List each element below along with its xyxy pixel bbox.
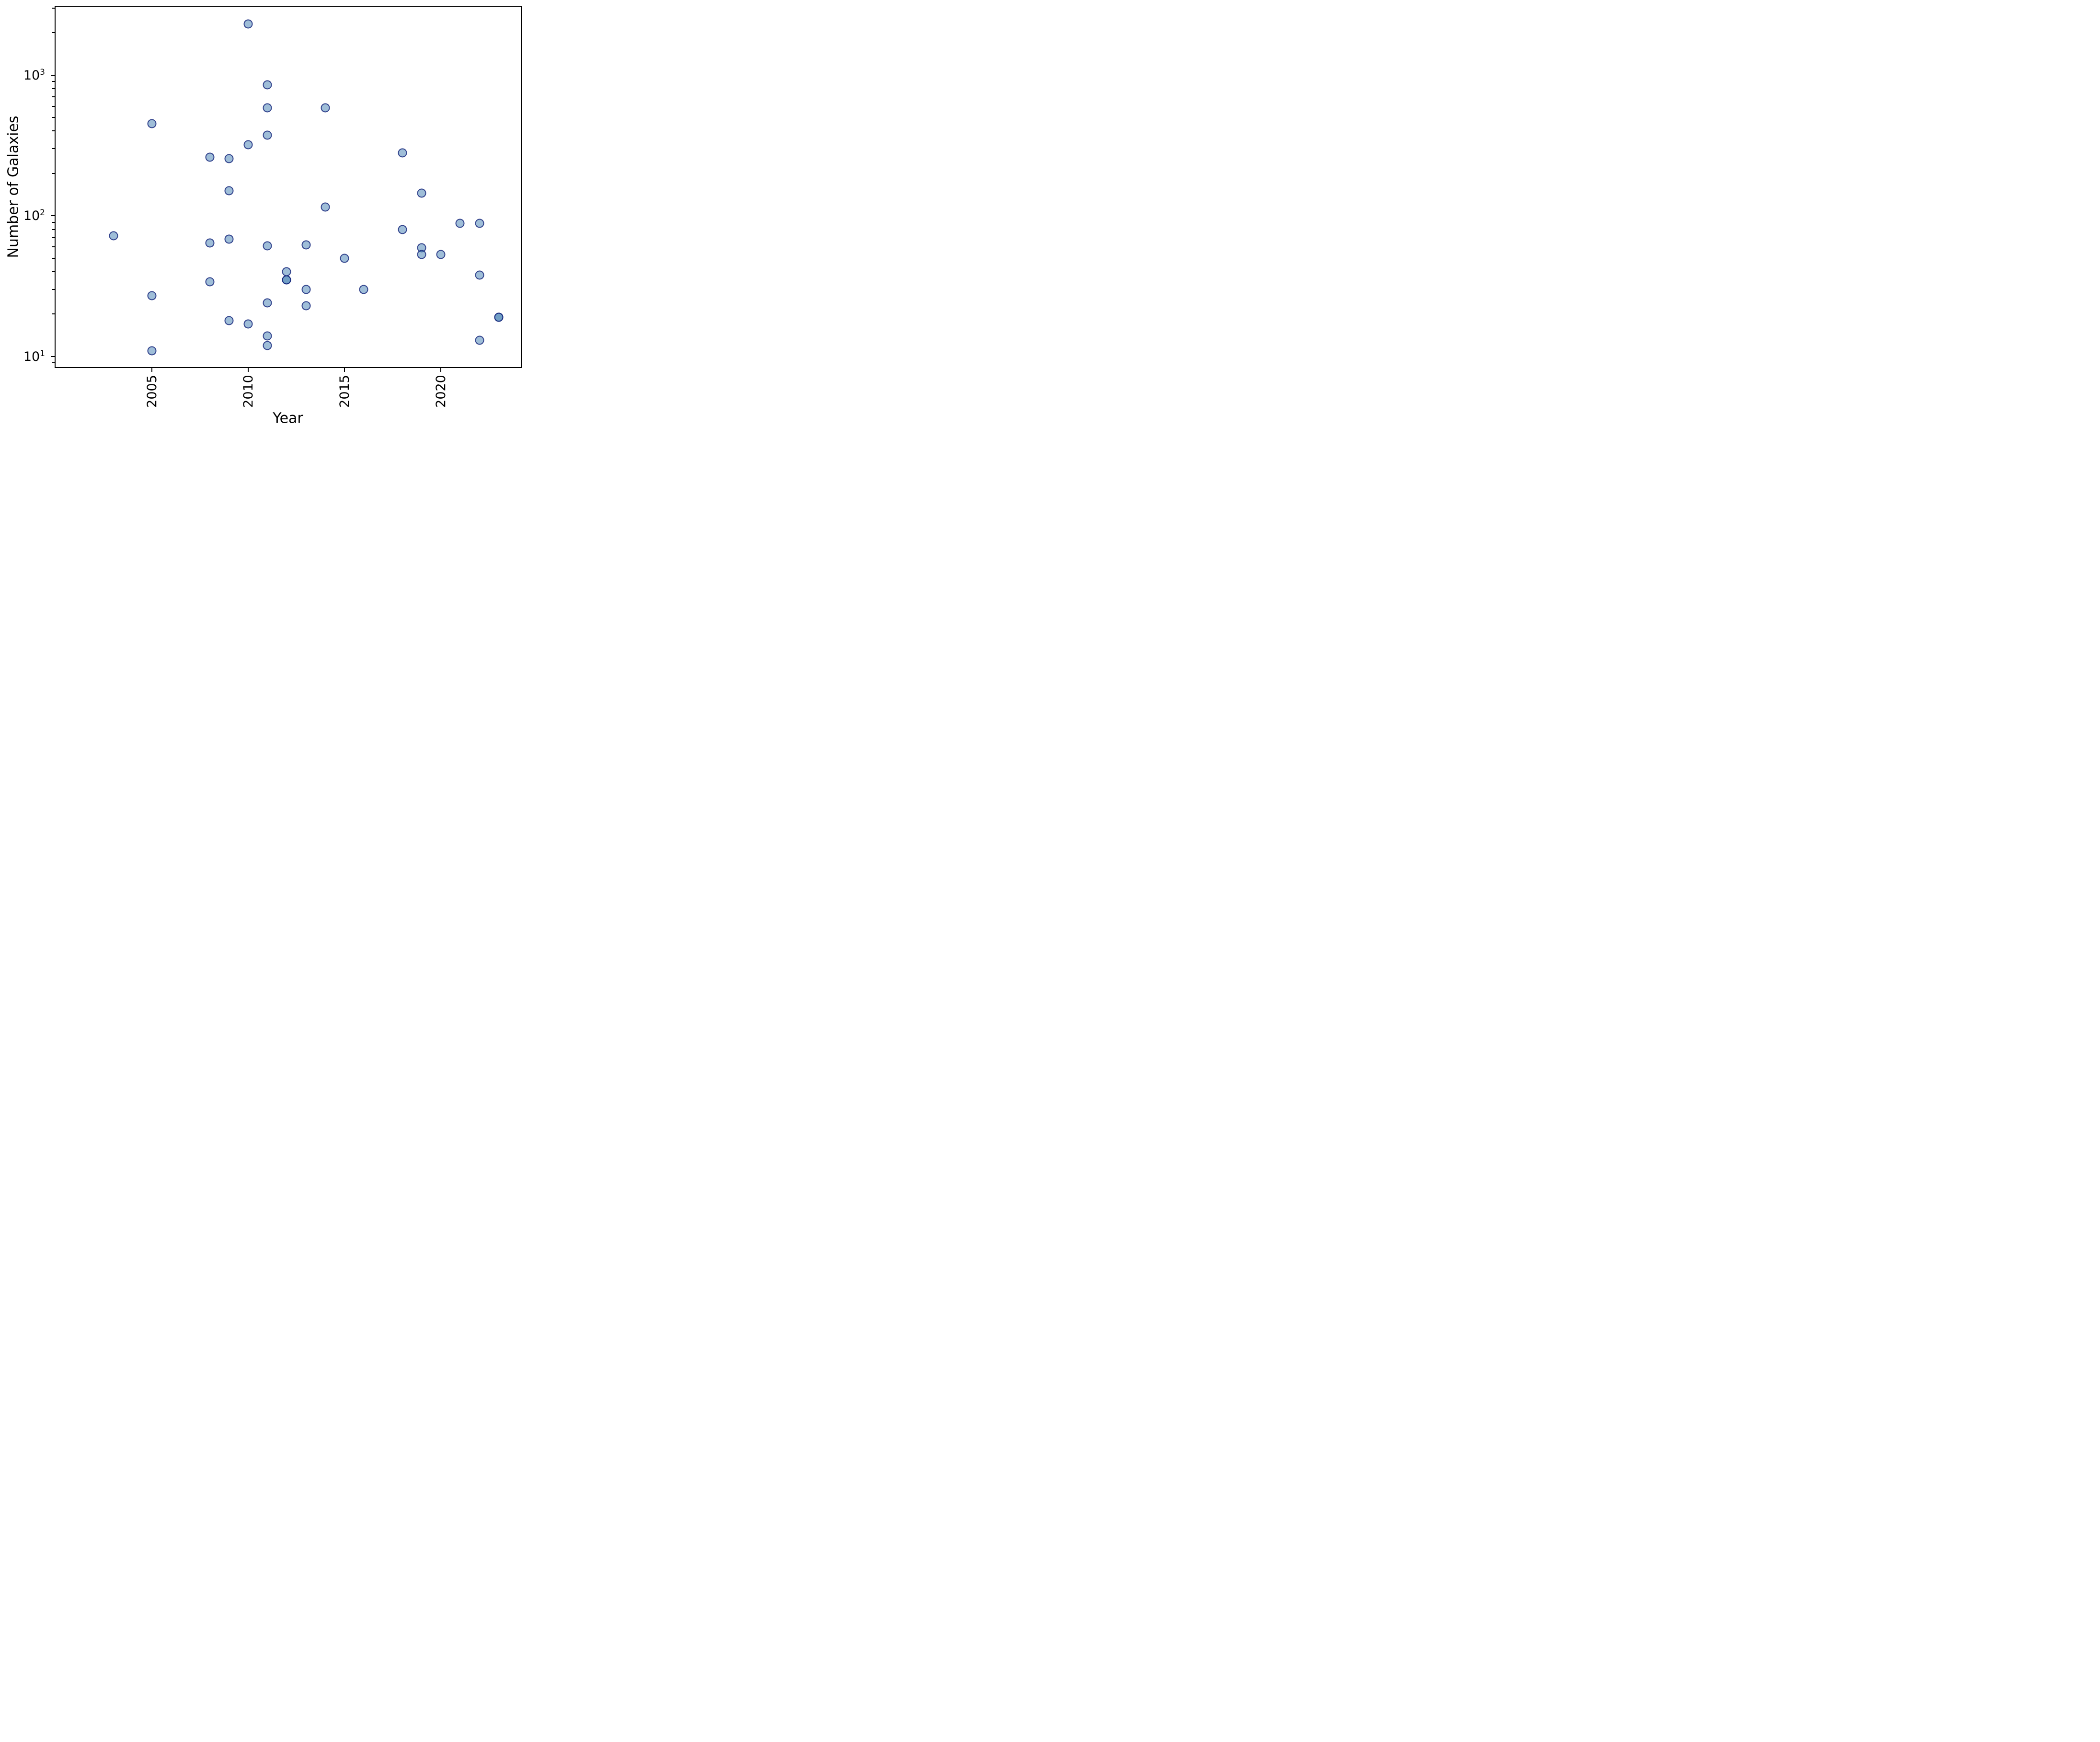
data-point <box>494 312 504 322</box>
y-minor-tick <box>52 271 55 272</box>
y-minor-tick <box>52 313 55 315</box>
data-point <box>321 202 330 212</box>
y-minor-tick <box>52 257 55 259</box>
x-tick-label: 2010 <box>241 375 256 408</box>
data-point <box>243 19 253 29</box>
y-minor-tick <box>52 88 55 90</box>
y-minor-tick <box>52 362 55 364</box>
data-point <box>321 103 330 113</box>
data-point <box>147 119 157 128</box>
data-point <box>263 130 272 140</box>
y-tick-label: 101 <box>23 348 45 364</box>
data-point <box>224 154 234 163</box>
data-point <box>263 103 272 113</box>
y-minor-tick <box>52 7 55 9</box>
data-point <box>243 140 253 150</box>
x-major-tick <box>344 368 345 372</box>
data-point <box>475 219 484 228</box>
data-point <box>282 275 291 285</box>
data-point <box>224 186 234 196</box>
y-minor-tick <box>52 246 55 248</box>
y-minor-tick <box>52 148 55 150</box>
data-point <box>263 80 272 90</box>
data-point <box>263 241 272 251</box>
y-major-tick <box>51 356 55 357</box>
y-tick-label: 102 <box>23 208 45 224</box>
x-major-tick <box>440 368 442 372</box>
data-point <box>475 270 484 280</box>
data-point <box>147 291 157 300</box>
y-minor-tick <box>52 237 55 238</box>
data-point <box>243 319 253 329</box>
x-tick-label: 2015 <box>337 375 352 408</box>
y-minor-tick <box>52 96 55 98</box>
y-major-tick <box>51 215 55 217</box>
data-point <box>417 250 426 259</box>
data-point <box>205 152 215 162</box>
y-minor-tick <box>52 288 55 290</box>
data-point <box>205 277 215 287</box>
data-point <box>398 225 407 234</box>
data-point <box>475 335 484 345</box>
data-point <box>301 240 311 250</box>
y-tick-label: 103 <box>23 67 45 83</box>
data-point <box>263 298 272 308</box>
y-minor-tick <box>52 32 55 34</box>
data-point <box>301 285 311 294</box>
plot-area <box>55 6 522 368</box>
y-minor-tick <box>52 105 55 107</box>
data-point <box>205 238 215 248</box>
y-major-tick <box>51 74 55 76</box>
data-point <box>109 231 118 241</box>
x-tick-label: 2020 <box>433 375 448 408</box>
y-minor-tick <box>52 229 55 230</box>
y-minor-tick <box>52 116 55 118</box>
x-tick-label: 2005 <box>144 375 160 408</box>
y-minor-tick <box>52 81 55 82</box>
data-point <box>224 234 234 244</box>
data-point <box>436 250 446 259</box>
data-point <box>398 148 407 158</box>
data-point <box>263 331 272 341</box>
data-point <box>224 316 234 325</box>
data-point <box>417 188 426 198</box>
data-point <box>263 341 272 350</box>
scatter-plot-figure: 101 102 103 Number of Galaxies Year 2005 20… <box>0 0 525 436</box>
x-major-tick <box>151 368 153 372</box>
x-major-tick <box>248 368 249 372</box>
data-point <box>147 346 157 356</box>
data-point <box>455 219 465 228</box>
data-point <box>359 285 368 294</box>
y-minor-tick <box>52 173 55 174</box>
data-point <box>340 254 349 263</box>
y-minor-tick <box>52 221 55 223</box>
x-axis-label: Year <box>273 410 303 427</box>
data-point <box>301 301 311 311</box>
y-minor-tick <box>52 130 55 132</box>
y-axis-label: Number of Galaxies <box>5 115 22 258</box>
